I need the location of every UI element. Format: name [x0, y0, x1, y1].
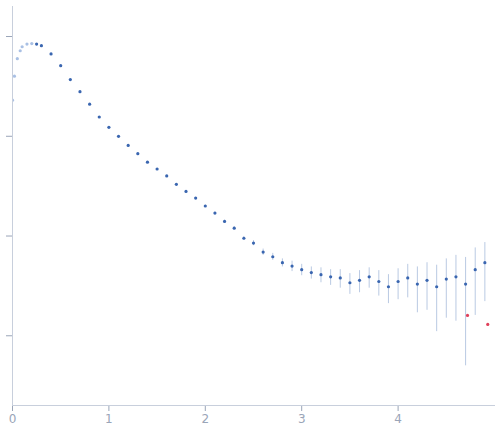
svg-text:1: 1: [105, 412, 113, 426]
svg-text:3: 3: [298, 412, 306, 426]
svg-text:0: 0: [9, 412, 17, 426]
svg-text:4: 4: [394, 412, 402, 426]
svg-text:2: 2: [201, 412, 209, 426]
